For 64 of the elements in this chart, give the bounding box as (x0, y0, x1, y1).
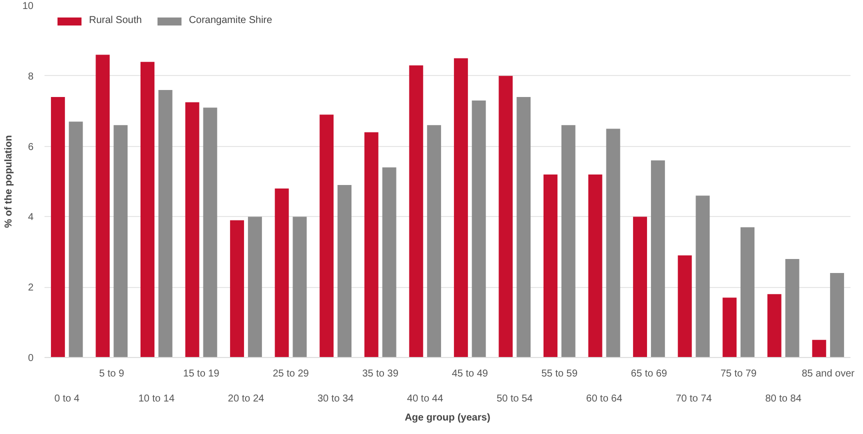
x-tick-label: 75 to 79 (720, 368, 758, 380)
x-tick-label: 30 to 34 (317, 394, 354, 404)
x-tick-label: 10 to 14 (138, 394, 175, 404)
bar (68, 122, 83, 358)
bar (50, 97, 65, 358)
bar (454, 58, 468, 358)
bar (812, 340, 826, 358)
bar (678, 255, 692, 358)
bar (185, 102, 200, 358)
y-axis-title: % of the population (3, 135, 14, 228)
x-tick-label: 20 to 24 (228, 394, 265, 404)
bar (696, 196, 710, 358)
bar (320, 114, 334, 358)
bar (740, 227, 754, 358)
x-tick-label: 55 to 59 (541, 368, 578, 380)
y-tick-label: 2 (28, 282, 34, 294)
bar (382, 167, 396, 358)
bar (767, 294, 782, 358)
x-tick-label: 40 to 44 (407, 394, 444, 404)
x-tick-label: 45 to 49 (452, 368, 488, 380)
legend-label: Corangamite Shire (188, 15, 272, 26)
bar (544, 174, 558, 358)
bar (498, 76, 513, 358)
x-tick-label: 80 to 84 (765, 394, 802, 404)
x-tick-label: 15 to 19 (183, 368, 220, 380)
bar (722, 298, 737, 358)
bar (364, 132, 378, 358)
bar (140, 62, 154, 358)
x-tick-label: 60 to 64 (586, 394, 623, 404)
y-tick-label: 6 (28, 142, 34, 153)
x-axis-title: Age group (years) (404, 412, 490, 424)
bar (633, 216, 648, 358)
x-tick-label: 70 to 74 (676, 394, 712, 404)
bar (230, 220, 244, 358)
bar (248, 216, 262, 358)
bar (561, 125, 576, 358)
x-tick-label: 85 and over (802, 368, 856, 380)
y-tick-label: 8 (28, 71, 34, 82)
bar (588, 174, 602, 358)
x-tick-label: 50 to 54 (496, 394, 534, 404)
bar (409, 65, 424, 358)
x-tick-label: 35 to 39 (362, 368, 399, 380)
bar (830, 273, 844, 358)
bar (516, 97, 531, 358)
bar (606, 128, 620, 358)
y-tick-label: 4 (28, 212, 34, 224)
bar (158, 90, 172, 358)
x-tick-label: 65 to 69 (630, 368, 668, 380)
bar (114, 125, 128, 358)
bar (292, 216, 307, 358)
bar (785, 258, 800, 358)
y-tick-label: 10 (22, 1, 34, 12)
bar (650, 160, 665, 358)
bar (427, 125, 442, 358)
legend-label: Rural South (89, 15, 142, 26)
bar (472, 100, 486, 358)
y-tick-label: 0 (28, 353, 34, 364)
bar (203, 108, 218, 358)
bar (274, 188, 289, 358)
bar (96, 54, 110, 358)
x-tick-label: 25 to 29 (272, 368, 310, 380)
x-tick-label: 0 to 4 (54, 394, 80, 404)
bar (338, 185, 352, 358)
x-tick-label: 5 to 9 (99, 368, 125, 380)
